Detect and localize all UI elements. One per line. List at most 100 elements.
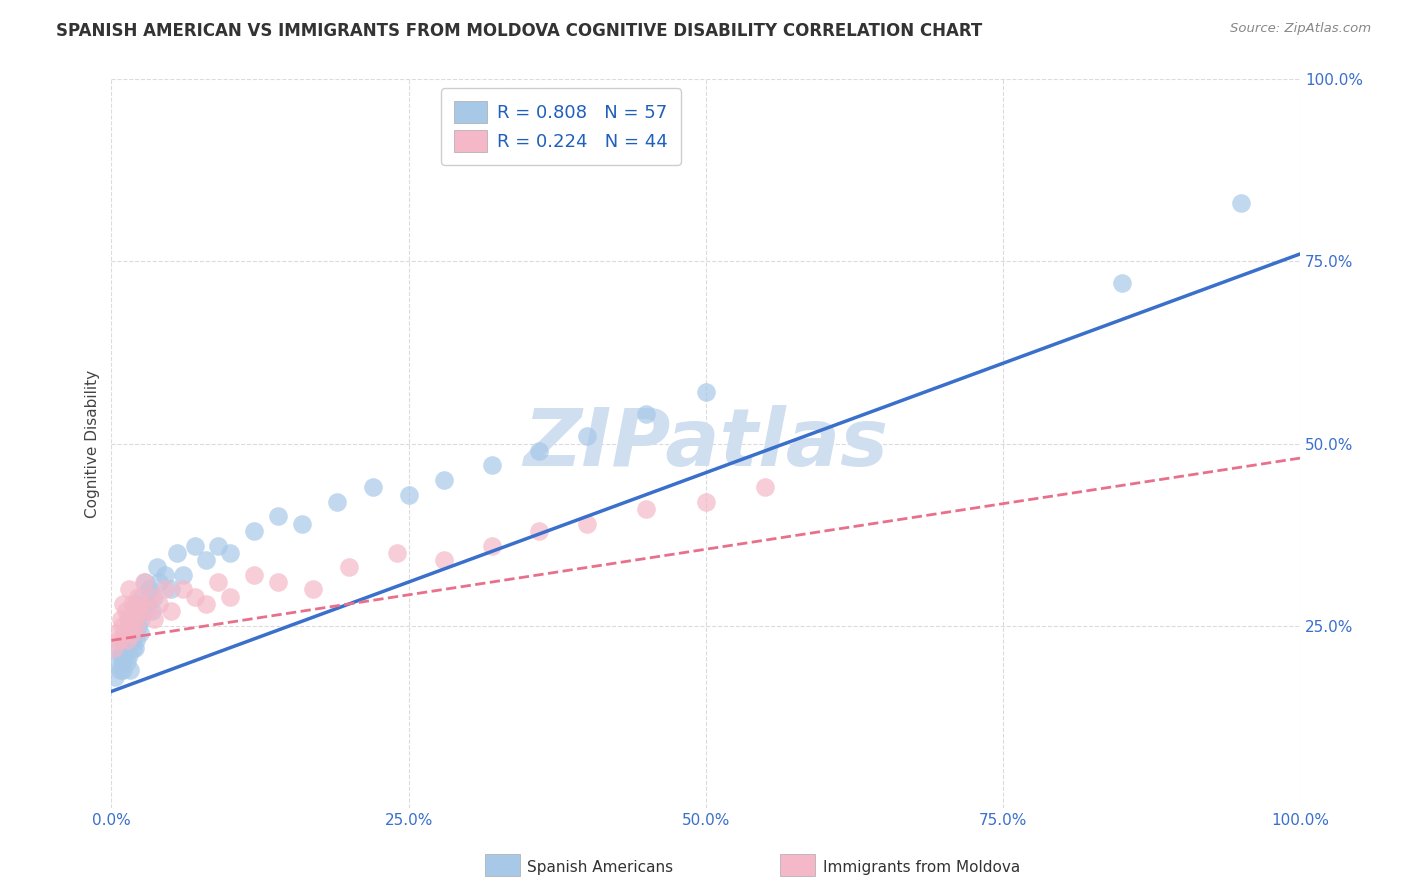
Point bbox=[118, 648, 141, 662]
Point bbox=[219, 546, 242, 560]
Point bbox=[110, 611, 132, 625]
Point bbox=[398, 487, 420, 501]
Text: Spanish Americans: Spanish Americans bbox=[527, 860, 673, 874]
Point bbox=[120, 619, 142, 633]
Point bbox=[121, 597, 143, 611]
Point bbox=[529, 524, 551, 538]
Point bbox=[112, 663, 135, 677]
Point bbox=[1229, 195, 1251, 210]
Point bbox=[481, 539, 503, 553]
Point bbox=[132, 575, 155, 590]
Point bbox=[361, 480, 384, 494]
Point bbox=[302, 582, 325, 597]
Point bbox=[267, 575, 290, 590]
Point bbox=[115, 655, 138, 669]
Y-axis label: Cognitive Disability: Cognitive Disability bbox=[86, 369, 100, 517]
Point bbox=[183, 590, 205, 604]
Point bbox=[107, 633, 129, 648]
Point bbox=[110, 648, 132, 662]
Point bbox=[433, 473, 456, 487]
Point bbox=[114, 626, 136, 640]
Point bbox=[128, 604, 150, 618]
Point bbox=[243, 524, 266, 538]
Text: Immigrants from Moldova: Immigrants from Moldova bbox=[823, 860, 1019, 874]
Point bbox=[107, 640, 129, 655]
Point bbox=[291, 516, 314, 531]
Point bbox=[219, 590, 242, 604]
Point bbox=[183, 539, 205, 553]
Point bbox=[122, 604, 145, 618]
Point bbox=[160, 604, 183, 618]
Point bbox=[385, 546, 408, 560]
Point bbox=[326, 495, 349, 509]
Point bbox=[153, 567, 176, 582]
Point bbox=[105, 655, 128, 669]
Point bbox=[134, 575, 156, 590]
Point bbox=[143, 590, 166, 604]
Point bbox=[111, 619, 134, 633]
Point bbox=[695, 385, 717, 400]
Point bbox=[124, 640, 146, 655]
Point bbox=[148, 597, 170, 611]
Point bbox=[136, 597, 159, 611]
Legend: R = 0.808   N = 57, R = 0.224   N = 44: R = 0.808 N = 57, R = 0.224 N = 44 bbox=[441, 88, 681, 164]
Point bbox=[575, 516, 598, 531]
Point bbox=[127, 619, 149, 633]
Point bbox=[105, 626, 128, 640]
Point bbox=[129, 611, 152, 625]
Point bbox=[118, 611, 141, 625]
Point bbox=[121, 619, 143, 633]
Text: Source: ZipAtlas.com: Source: ZipAtlas.com bbox=[1230, 22, 1371, 36]
Point bbox=[121, 633, 143, 648]
Point bbox=[125, 633, 148, 648]
Point bbox=[172, 567, 194, 582]
Point bbox=[575, 429, 598, 443]
Point bbox=[207, 539, 229, 553]
Point bbox=[112, 597, 135, 611]
Point bbox=[636, 502, 658, 516]
Point bbox=[153, 582, 176, 597]
Point bbox=[117, 611, 139, 625]
Point bbox=[529, 443, 551, 458]
Point bbox=[125, 619, 148, 633]
Point bbox=[129, 597, 152, 611]
Point bbox=[121, 626, 143, 640]
Point bbox=[195, 553, 218, 567]
Point bbox=[114, 648, 136, 662]
Point bbox=[243, 567, 266, 582]
Point bbox=[124, 597, 146, 611]
Point bbox=[120, 663, 142, 677]
Point bbox=[114, 640, 136, 655]
Point bbox=[148, 575, 170, 590]
Point bbox=[166, 546, 188, 560]
Point bbox=[195, 597, 218, 611]
Point bbox=[695, 495, 717, 509]
Point bbox=[207, 575, 229, 590]
Point bbox=[131, 590, 153, 604]
Point bbox=[112, 633, 135, 648]
Point bbox=[136, 604, 159, 618]
Point bbox=[1111, 276, 1133, 290]
Point bbox=[481, 458, 503, 473]
Point bbox=[115, 633, 138, 648]
Point bbox=[114, 604, 136, 618]
Point bbox=[128, 604, 150, 618]
Point bbox=[145, 560, 167, 574]
Point bbox=[104, 670, 127, 684]
Point bbox=[108, 663, 131, 677]
Point bbox=[127, 590, 149, 604]
Text: SPANISH AMERICAN VS IMMIGRANTS FROM MOLDOVA COGNITIVE DISABILITY CORRELATION CHA: SPANISH AMERICAN VS IMMIGRANTS FROM MOLD… bbox=[56, 22, 983, 40]
Point bbox=[143, 611, 166, 625]
Point bbox=[129, 626, 152, 640]
Point bbox=[124, 611, 146, 625]
Point bbox=[433, 553, 456, 567]
Point bbox=[337, 560, 360, 574]
Point bbox=[172, 582, 194, 597]
Point bbox=[267, 509, 290, 524]
Point bbox=[141, 604, 163, 618]
Point bbox=[139, 590, 162, 604]
Point bbox=[121, 640, 143, 655]
Point bbox=[111, 655, 134, 669]
Point bbox=[103, 640, 125, 655]
Text: ZIPatlas: ZIPatlas bbox=[523, 405, 889, 483]
